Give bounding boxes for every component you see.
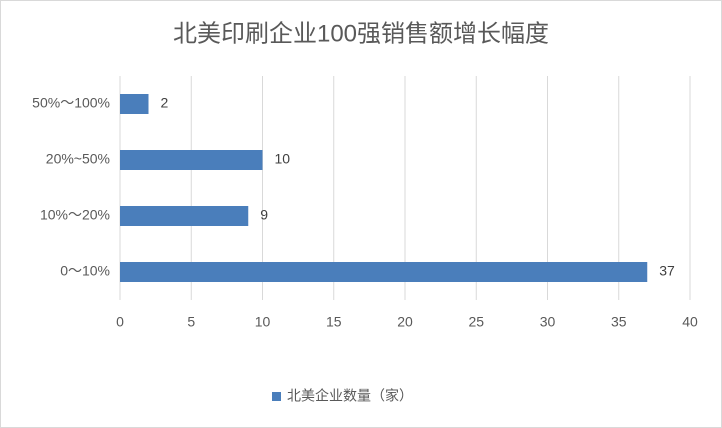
legend-swatch bbox=[272, 392, 281, 401]
data-label: 10 bbox=[275, 151, 291, 167]
data-label: 37 bbox=[659, 263, 675, 279]
y-tick-label: 0～10% bbox=[60, 263, 110, 279]
bar bbox=[120, 150, 263, 170]
x-tick-label: 5 bbox=[187, 314, 195, 330]
bar bbox=[120, 262, 648, 282]
y-tick-label: 20%~50% bbox=[46, 151, 110, 167]
bar bbox=[120, 94, 149, 114]
bar bbox=[120, 206, 249, 226]
x-tick-label: 0 bbox=[116, 314, 124, 330]
chart-title: 北美印刷企业100强销售额增长幅度 bbox=[173, 20, 549, 47]
x-tick-label: 25 bbox=[468, 314, 484, 330]
x-tick-label: 15 bbox=[326, 314, 342, 330]
x-tick-label: 10 bbox=[255, 314, 271, 330]
y-tick-label: 50%～100% bbox=[32, 95, 110, 111]
data-label: 9 bbox=[260, 207, 268, 223]
data-label: 2 bbox=[161, 95, 169, 111]
legend-label: 北美企业数量（家） bbox=[287, 388, 413, 404]
x-tick-label: 20 bbox=[397, 314, 413, 330]
x-tick-label: 40 bbox=[682, 314, 698, 330]
y-tick-label: 10%～20% bbox=[40, 207, 110, 223]
x-tick-label: 30 bbox=[540, 314, 556, 330]
x-tick-label: 35 bbox=[611, 314, 627, 330]
